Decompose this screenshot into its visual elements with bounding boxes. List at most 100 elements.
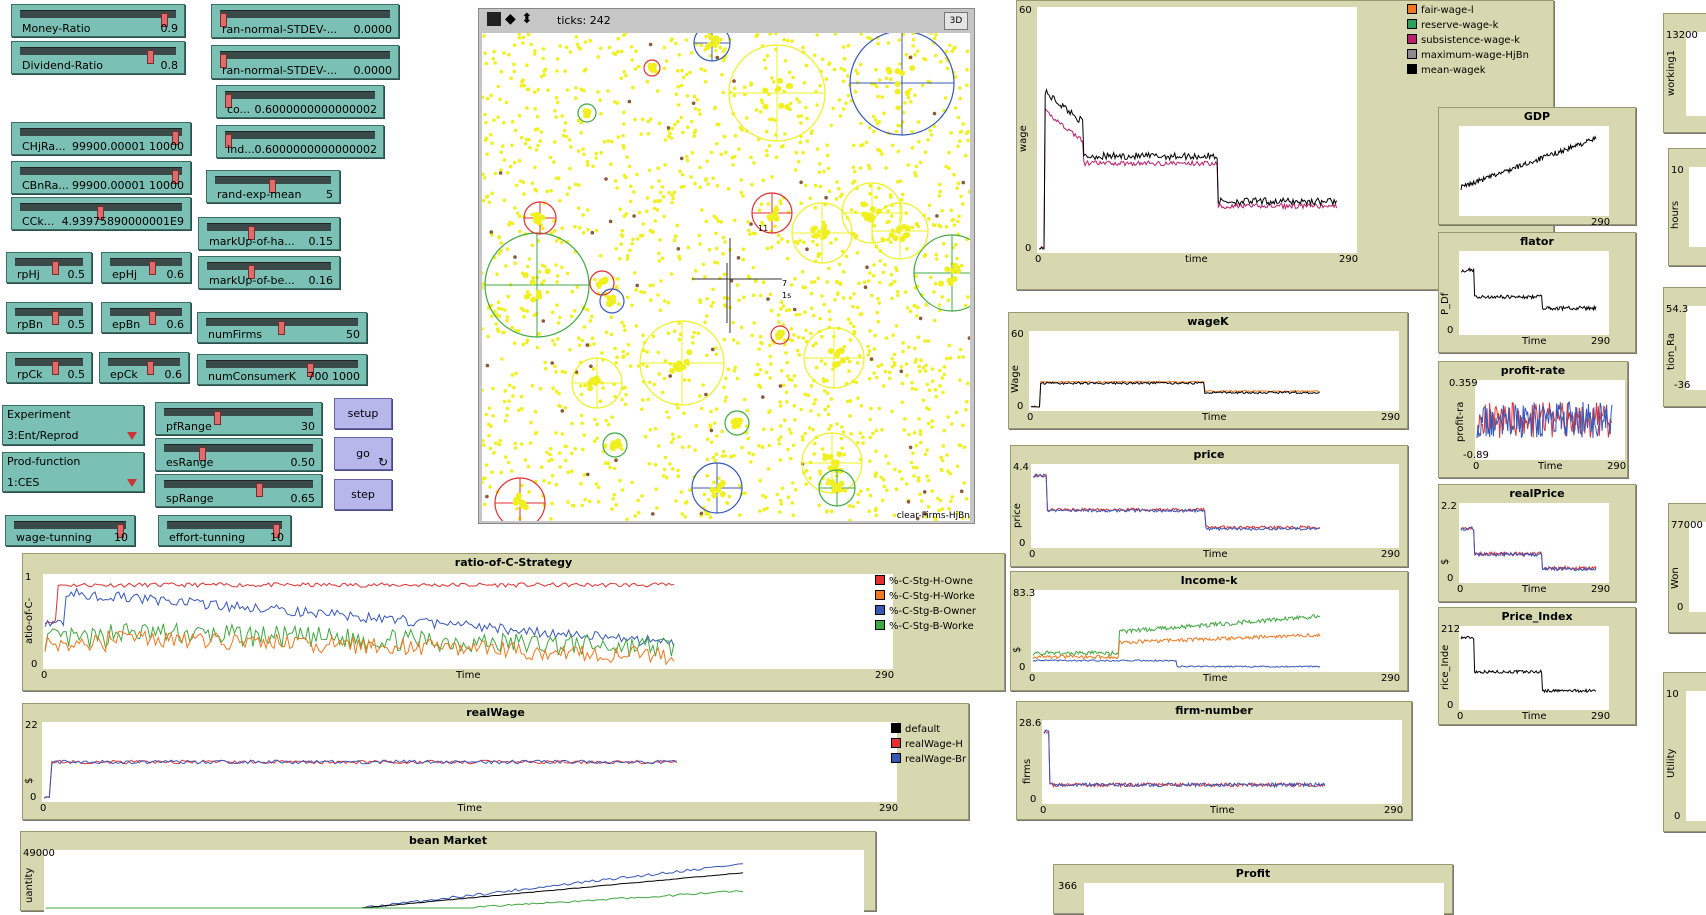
slider-rpck[interactable]: rpCk 0.5 [6, 352, 92, 383]
plot-income[interactable]: Income-k 83.3 0 0 290 Time $ [1010, 571, 1408, 691]
slider-track[interactable] [225, 91, 375, 108]
world-resize-icon[interactable] [487, 12, 501, 26]
slider-numfirms[interactable]: numFirms 50 [197, 312, 367, 343]
slider-markup-of-be[interactable]: markUp-of-be... 0.16 [198, 256, 340, 289]
slider-track[interactable] [20, 47, 176, 64]
slider-cck[interactable]: CCk... 4.93975890000001E9 [11, 197, 191, 230]
step-button[interactable]: step [334, 479, 392, 510]
slider-track[interactable] [164, 408, 313, 425]
slider-track[interactable] [215, 176, 331, 193]
slider-thumb[interactable] [51, 261, 59, 275]
slider-sprange[interactable]: spRange 0.65 [155, 474, 322, 507]
slider-track[interactable] [207, 262, 331, 279]
experiment-chooser[interactable]: Experiment 3:Ent/Reprod [2, 405, 144, 445]
slider-thumb[interactable] [116, 524, 124, 538]
go-button[interactable]: go ↻ [334, 437, 392, 470]
slider-cbnra[interactable]: CBnRa... 99900.00001 10000 [11, 161, 191, 194]
slider-track[interactable] [220, 10, 390, 27]
slider-thumb[interactable] [171, 131, 179, 145]
plot-right5[interactable]: 10 0 Utility [1663, 672, 1706, 832]
slider-track[interactable] [225, 131, 375, 148]
setup-button[interactable]: setup [334, 398, 392, 429]
slider-thumb[interactable] [147, 361, 155, 375]
world-shrink-icon[interactable]: ◆ [505, 11, 516, 27]
slider-track[interactable] [207, 223, 331, 240]
slider-track[interactable] [220, 51, 390, 68]
slider-esrange[interactable]: esRange 0.50 [155, 438, 322, 471]
plot-priceindex[interactable]: Price_Index 212 0 0 290 Time rice_Inde [1438, 607, 1636, 725]
slider-thumb[interactable] [97, 206, 104, 220]
slider-money-ratio[interactable]: Money-Ratio 0.9 [11, 4, 185, 37]
slider-track[interactable] [20, 203, 182, 220]
slider-thumb[interactable] [225, 94, 232, 108]
slider-co[interactable]: co... 0.6000000000000002 [216, 85, 384, 118]
plot-price[interactable]: price 4.4 0 0 290 Time price [1010, 445, 1408, 567]
slider-rand-exp-mean[interactable]: rand-exp-mean 5 [206, 170, 340, 203]
slider-numconsumerk[interactable]: numConsumerK 700 1000 [197, 354, 367, 385]
slider-track[interactable] [14, 521, 126, 538]
slider-thumb[interactable] [149, 311, 157, 325]
slider-chjra[interactable]: CHjRa... 99900.00001 10000 [11, 122, 191, 155]
plot-profitrate[interactable]: profit-rate 0.359 -0.89 0 290 Time profit-ra [1438, 361, 1628, 478]
slider-track[interactable] [20, 10, 176, 27]
slider-track[interactable] [20, 128, 182, 145]
slider-track[interactable] [164, 444, 313, 461]
slider-ephj[interactable]: epHj 0.6 [101, 252, 191, 283]
slider-thumb[interactable] [51, 311, 59, 325]
slider-track[interactable] [15, 258, 83, 275]
plot-wageK[interactable]: wageK 60 0 0 290 Time Wage [1008, 312, 1408, 429]
slider-thumb[interactable] [220, 54, 227, 68]
plot-right4[interactable]: 77000 0 Won [1668, 503, 1706, 633]
slider-ran-normal-stdev[interactable]: ran-normal-STDEV-... 0.0000 [211, 4, 399, 38]
slider-markup-of-ha[interactable]: markUp-of-ha... 0.15 [198, 217, 340, 250]
world-grow-icon[interactable]: ⬍ [521, 11, 533, 27]
slider-thumb[interactable] [272, 524, 280, 538]
plot-ratio[interactable]: ratio-of-C-Strategy 1 0 0 290 Time atio-of-C-%… [22, 553, 1005, 691]
slider-effort-tunning[interactable]: effort-tunning 10 [158, 515, 291, 546]
slider-track[interactable] [110, 308, 182, 325]
slider-rphj[interactable]: rpHj 0.5 [6, 252, 92, 283]
slider-thumb[interactable] [214, 411, 222, 425]
slider-thumb[interactable] [225, 134, 232, 148]
slider-pfrange[interactable]: pfRange 30 [155, 402, 322, 435]
slider-thumb[interactable] [51, 361, 59, 375]
prod-function-chooser[interactable]: Prod-function 1:CES [2, 452, 144, 492]
plot-right1[interactable]: 13200 working1 [1663, 13, 1706, 133]
slider-track[interactable] [15, 358, 83, 375]
plot-profit[interactable]: Profit 366 [1053, 864, 1453, 915]
plot-realprice[interactable]: realPrice 2.2 0 0 290 Time $ [1438, 484, 1636, 602]
slider-thumb[interactable] [220, 13, 227, 27]
plot-bean[interactable]: bean Market 49000 uantity [20, 831, 876, 912]
view-3d-button[interactable]: 3D [944, 12, 968, 30]
plot-firm[interactable]: firm-number 28.6 0 0 290 Time firms [1016, 701, 1412, 820]
plot-deflator[interactable]: flator 0 290 Time P_Df [1438, 232, 1636, 353]
plot-right3[interactable]: 54.3 -36 tion_Ra [1663, 287, 1706, 407]
slider-thumb[interactable] [255, 483, 263, 497]
slider-thumb[interactable] [146, 50, 154, 64]
plot-realwage[interactable]: realWage 22 0 0 290 Time $ default realWage-H rea… [22, 703, 969, 820]
slider-ind[interactable]: Ind... 0.6000000000000002 [216, 125, 384, 158]
plot-gdp[interactable]: GDP 290 [1438, 107, 1636, 228]
slider-track[interactable] [206, 360, 358, 377]
slider-epbn[interactable]: epBn 0.6 [101, 302, 191, 333]
slider-thumb[interactable] [171, 170, 179, 184]
slider-ran-normal-stdev[interactable]: ran-normal-STDEV-... 0.0000 [211, 45, 399, 79]
slider-thumb[interactable] [248, 265, 256, 279]
slider-track[interactable] [20, 167, 182, 184]
plot-right2[interactable]: 10 hours [1668, 148, 1706, 266]
slider-track[interactable] [206, 318, 358, 335]
slider-track[interactable] [15, 308, 83, 325]
slider-thumb[interactable] [269, 179, 276, 193]
slider-thumb[interactable] [278, 321, 285, 335]
slider-epck[interactable]: epCk 0.6 [99, 352, 189, 383]
slider-track[interactable] [164, 480, 313, 497]
slider-wage-tunning[interactable]: wage-tunning 10 [5, 515, 135, 546]
slider-track[interactable] [110, 258, 182, 275]
slider-thumb[interactable] [199, 447, 207, 461]
slider-track[interactable] [108, 358, 180, 375]
slider-thumb[interactable] [149, 261, 157, 275]
slider-thumb[interactable] [307, 363, 315, 377]
slider-rpbn[interactable]: rpBn 0.5 [6, 302, 92, 333]
slider-track[interactable] [167, 521, 282, 538]
